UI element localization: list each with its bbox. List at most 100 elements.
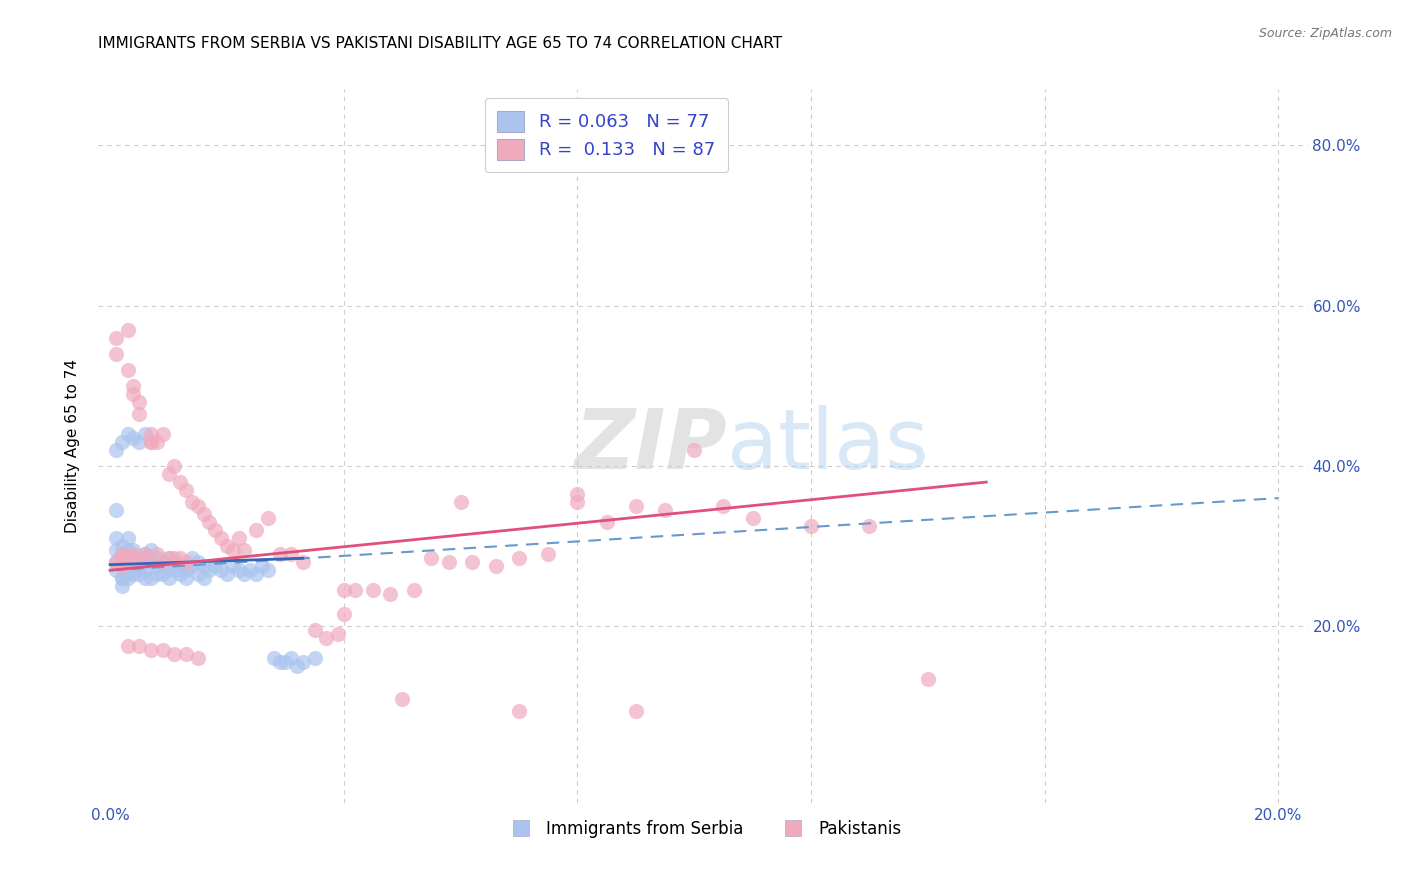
Point bbox=[111, 547, 134, 561]
Point bbox=[187, 555, 209, 569]
Point bbox=[122, 431, 145, 445]
Point bbox=[228, 531, 250, 545]
Point bbox=[111, 559, 134, 574]
Point bbox=[508, 551, 530, 566]
Point bbox=[193, 571, 215, 585]
Point bbox=[209, 563, 232, 577]
Point bbox=[128, 640, 150, 654]
Point bbox=[111, 555, 134, 569]
Point bbox=[128, 395, 150, 409]
Point bbox=[111, 539, 134, 553]
Point bbox=[134, 563, 156, 577]
Text: Source: ZipAtlas.com: Source: ZipAtlas.com bbox=[1258, 27, 1392, 40]
Point bbox=[174, 563, 197, 577]
Point bbox=[134, 571, 156, 585]
Point bbox=[163, 458, 186, 473]
Point bbox=[193, 507, 215, 521]
Point bbox=[104, 563, 127, 577]
Point bbox=[146, 567, 169, 582]
Point bbox=[104, 503, 127, 517]
Point bbox=[332, 607, 354, 622]
Point bbox=[122, 551, 145, 566]
Point bbox=[157, 571, 180, 585]
Point bbox=[713, 499, 735, 513]
Point bbox=[917, 672, 939, 686]
Point bbox=[198, 563, 221, 577]
Point bbox=[169, 567, 191, 582]
Point bbox=[152, 567, 174, 582]
Point bbox=[139, 555, 162, 569]
Point bbox=[508, 704, 530, 718]
Point bbox=[117, 555, 139, 569]
Point bbox=[122, 547, 145, 561]
Point bbox=[222, 543, 245, 558]
Point bbox=[122, 567, 145, 582]
Text: atlas: atlas bbox=[727, 406, 929, 486]
Point bbox=[122, 551, 145, 566]
Point bbox=[139, 571, 162, 585]
Point bbox=[380, 587, 402, 601]
Point bbox=[163, 563, 186, 577]
Point bbox=[146, 559, 169, 574]
Point bbox=[111, 547, 134, 561]
Point bbox=[326, 627, 349, 641]
Point bbox=[180, 495, 202, 509]
Point bbox=[128, 435, 150, 450]
Point bbox=[128, 555, 150, 569]
Point bbox=[174, 571, 197, 585]
Point bbox=[402, 583, 425, 598]
Point bbox=[117, 543, 139, 558]
Point bbox=[595, 515, 617, 529]
Point bbox=[163, 551, 186, 566]
Point bbox=[117, 567, 139, 582]
Point bbox=[233, 543, 256, 558]
Point bbox=[163, 555, 186, 569]
Point bbox=[169, 559, 191, 574]
Point bbox=[228, 563, 250, 577]
Point bbox=[111, 559, 134, 574]
Point bbox=[741, 511, 763, 525]
Point bbox=[122, 543, 145, 558]
Point bbox=[174, 648, 197, 662]
Point bbox=[450, 495, 472, 509]
Point bbox=[134, 551, 156, 566]
Point bbox=[111, 571, 134, 585]
Point bbox=[104, 555, 127, 569]
Point bbox=[624, 499, 647, 513]
Point bbox=[111, 435, 134, 450]
Point bbox=[654, 503, 676, 517]
Point bbox=[280, 547, 302, 561]
Point bbox=[291, 656, 314, 670]
Point bbox=[128, 551, 150, 566]
Point bbox=[204, 523, 226, 537]
Point bbox=[122, 387, 145, 401]
Point bbox=[157, 551, 180, 566]
Point bbox=[128, 567, 150, 582]
Point bbox=[285, 659, 308, 673]
Point bbox=[233, 567, 256, 582]
Point bbox=[139, 543, 162, 558]
Point bbox=[111, 551, 134, 566]
Point bbox=[461, 555, 484, 569]
Point bbox=[204, 559, 226, 574]
Point bbox=[128, 559, 150, 574]
Point bbox=[128, 407, 150, 421]
Point bbox=[256, 563, 278, 577]
Legend: Immigrants from Serbia, Pakistanis: Immigrants from Serbia, Pakistanis bbox=[498, 814, 908, 845]
Point bbox=[146, 435, 169, 450]
Point bbox=[174, 483, 197, 497]
Point bbox=[567, 487, 589, 501]
Point bbox=[304, 624, 326, 638]
Point bbox=[152, 427, 174, 442]
Point bbox=[245, 523, 267, 537]
Point bbox=[104, 531, 127, 545]
Point bbox=[134, 555, 156, 569]
Point bbox=[157, 467, 180, 481]
Point bbox=[117, 571, 139, 585]
Point bbox=[146, 551, 169, 566]
Point bbox=[117, 427, 139, 442]
Point bbox=[269, 547, 291, 561]
Point bbox=[128, 559, 150, 574]
Point bbox=[215, 539, 238, 553]
Point bbox=[134, 427, 156, 442]
